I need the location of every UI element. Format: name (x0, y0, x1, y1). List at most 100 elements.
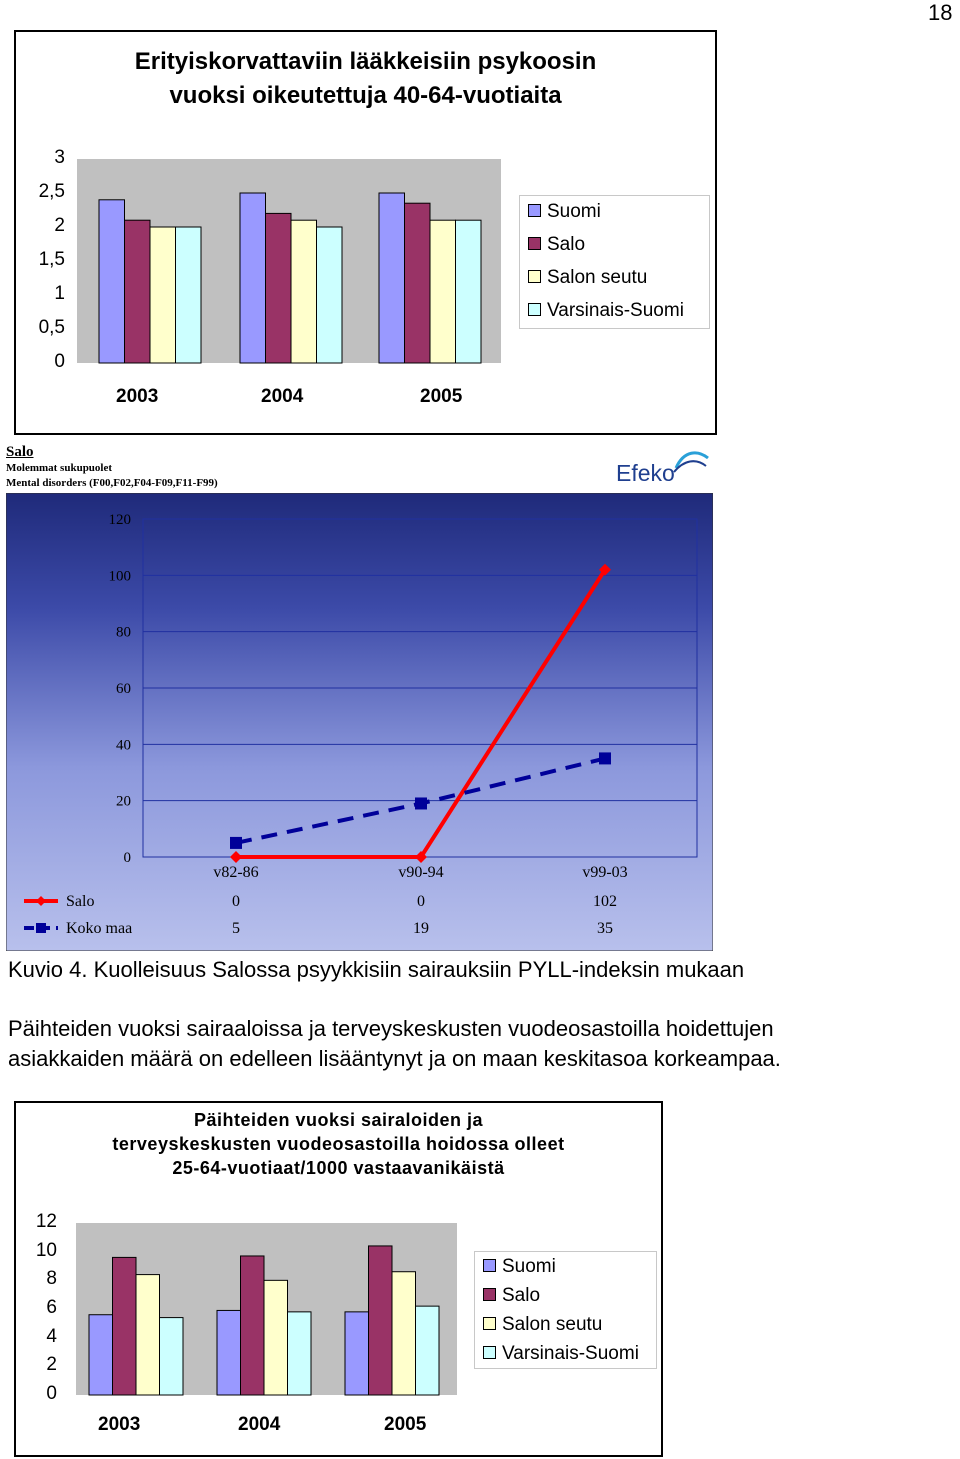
chart-1-title-line2: vuoksi oikeutettuja 40-64-vuotiaita (169, 82, 562, 109)
line-table-cell: 102 (593, 893, 617, 910)
bar-suomi-2005 (344, 1311, 369, 1396)
legend-swatch (528, 303, 541, 317)
chart-3-title-line2: terveyskeskusten vuodeosastoilla hoidoss… (112, 1134, 565, 1154)
chart-1-legend-suomi: Suomi (528, 200, 601, 224)
chart-3-legend-suomi: Suomi (483, 1255, 556, 1279)
bar-salon-seutu-2004 (263, 1279, 288, 1396)
chart-1-y-tick: 1 (54, 283, 65, 304)
bar-salon-seutu-2005 (429, 219, 456, 364)
chart-3-title-line1: Päihteiden vuoksi sairaloiden ja (193, 1110, 484, 1130)
bar-salon-seutu-2005 (391, 1271, 416, 1396)
legend-swatch (483, 1317, 496, 1331)
chart-1-plot (77, 159, 501, 364)
bar-suomi-2003 (88, 1314, 113, 1396)
chart-3-y-tick: 2 (46, 1354, 57, 1376)
bar-salo-2003 (112, 1256, 137, 1396)
chart-1-legend-salo: Salo (528, 233, 585, 257)
line-chart-x-label: v99-03 (582, 864, 627, 881)
bar-salo-2004 (240, 1255, 265, 1396)
legend-swatch (483, 1288, 496, 1302)
efeko-logo-swoosh-icon (673, 451, 709, 473)
bar-varsinais-suomi-2003 (175, 226, 202, 364)
chart-3-y-tick: 4 (46, 1325, 57, 1347)
chart-1-y-tick: 2 (54, 215, 65, 236)
line-chart-x-label: v90-94 (398, 864, 443, 881)
figure-caption: Kuvio 4. Kuolleisuus Salossa psyykkisiin… (8, 957, 745, 982)
chart-3-legend: Suomi Salo Salon seutu Varsinais-Suomi (474, 1251, 657, 1369)
chart-3-cat-2004: 2004 (238, 1414, 281, 1435)
chart-3-title-line3: 25-64-vuotiaat/1000 vastaavanikäistä (172, 1158, 505, 1178)
bar-salo-2005 (368, 1245, 393, 1396)
bar-salon-seutu-2003 (149, 226, 176, 364)
line-chart: 0 20 40 60 80 100 120 v82-86 v90-94 v99-03 Salo 0… (6, 493, 713, 951)
line-chart-y-tick: 0 (124, 850, 132, 866)
bar-salo-2005 (404, 202, 431, 364)
chart-1-title-line1: Erityiskorvattaviin lääkkeisiin psykoosi… (134, 48, 597, 75)
bar-varsinais-suomi-2003 (159, 1317, 184, 1396)
bar-salon-seutu-2003 (135, 1274, 160, 1396)
chart-1-y-tick: 0 (54, 351, 65, 372)
point-koko-maa-v90-94 (415, 797, 427, 810)
line-chart-header-sub1: Molemmat sukupuolet (6, 462, 113, 474)
line-legend-marker (36, 896, 46, 906)
line-table-cell: 19 (413, 920, 429, 937)
chart-1-y-tick: 0,5 (38, 317, 65, 338)
legend-swatch (483, 1346, 496, 1360)
line-chart-y-tick: 100 (109, 568, 132, 584)
chart-1-cat-2005: 2005 (420, 386, 463, 407)
paragraph-line-2: asiakkaiden määrä on edelleen lisääntyny… (8, 1046, 781, 1071)
line-table-cell: 35 (597, 920, 613, 937)
point-salo-v90-94 (415, 851, 427, 863)
chart-3-y-tick: 10 (35, 1239, 57, 1261)
point-salo-v99-03 (599, 563, 611, 576)
line-chart-y-tick: 80 (116, 625, 131, 641)
line-legend-marker (36, 923, 46, 933)
efeko-logo-text: Efeko (616, 460, 675, 486)
line-table-cell: 0 (232, 893, 240, 910)
line-chart-background (6, 493, 713, 951)
bar-suomi-2004 (239, 192, 266, 364)
line-table-row-label: Salo (66, 893, 94, 910)
chart-1-y-tick: 3 (54, 147, 65, 168)
line-table-row-label: Koko maa (66, 920, 132, 937)
legend-swatch (528, 270, 541, 284)
efeko-logo: Efeko (612, 446, 709, 490)
chart-3-legend-salon-seutu: Salon seutu (483, 1313, 602, 1337)
chart-3-legend-salo: Salo (483, 1284, 540, 1308)
bar-suomi-2003 (98, 199, 125, 364)
bar-suomi-2005 (378, 192, 405, 364)
bar-suomi-2004 (216, 1309, 241, 1396)
bar-varsinais-suomi-2005 (455, 219, 482, 364)
chart-1-cat-2003: 2003 (116, 386, 159, 407)
chart-1-y-tick: 2,5 (38, 181, 65, 202)
bar-varsinais-suomi-2005 (415, 1305, 440, 1396)
point-koko-maa-v82-86 (230, 836, 242, 849)
chart-3-cat-2003: 2003 (98, 1414, 141, 1435)
legend-swatch (483, 1259, 496, 1273)
point-koko-maa-v99-03 (599, 752, 611, 765)
bar-salo-2003 (124, 219, 151, 364)
chart-3-y-tick: 0 (46, 1383, 57, 1404)
bar-varsinais-suomi-2004 (287, 1311, 312, 1396)
line-chart-y-tick: 40 (116, 737, 131, 753)
legend-swatch (528, 237, 541, 251)
line-table-cell: 5 (232, 920, 240, 937)
page-number: 18 (928, 0, 953, 25)
point-salo-v82-86 (230, 851, 242, 863)
chart-1-legend: Suomi Salo Salon seutu Varsinais-Suomi (519, 195, 710, 329)
chart-3-y-tick: 12 (35, 1211, 57, 1232)
line-chart-y-tick: 120 (109, 512, 132, 528)
line-chart-header-sub2: Mental disorders (F00,F02,F04-F09,F11-F9… (6, 477, 218, 489)
legend-swatch (528, 204, 541, 218)
chart-3-legend-varsinais-suomi: Varsinais-Suomi (483, 1342, 639, 1366)
chart-3-plot (76, 1223, 457, 1396)
line-chart-y-tick: 20 (116, 794, 131, 810)
bar-salon-seutu-2004 (290, 219, 317, 364)
line-chart-header-title: Salo (6, 444, 34, 460)
chart-1-legend-salon-seutu: Salon seutu (528, 266, 647, 290)
line-chart-y-tick: 60 (116, 681, 131, 697)
paragraph-line-1: Päihteiden vuoksi sairaaloissa ja tervey… (8, 1016, 774, 1041)
chart-3-y-tick: 8 (46, 1268, 57, 1290)
line-chart-x-label: v82-86 (213, 864, 258, 881)
chart-3-y-tick: 6 (46, 1297, 57, 1318)
